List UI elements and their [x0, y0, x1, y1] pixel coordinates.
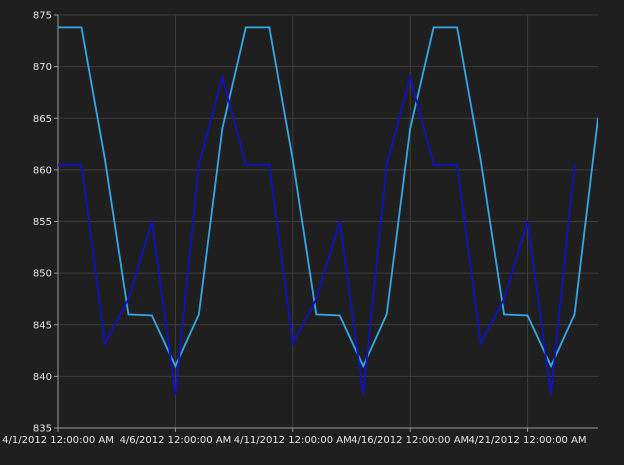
series-1-point: [291, 158, 294, 161]
series-2-point: [409, 76, 412, 78]
y-tick-label: 845: [33, 320, 52, 331]
series-1-point: [362, 365, 365, 367]
series-1-point: [503, 313, 505, 316]
x-tick-label: 4/6/2012 12:00:00 AM: [120, 435, 232, 446]
series-1-point: [58, 26, 59, 29]
series-line-2: [58, 73, 576, 395]
series-1-point: [479, 158, 482, 161]
x-tick-label: 4/11/2012 12:00:00 AM: [234, 435, 352, 446]
series-1-point: [268, 26, 271, 29]
series-2-point: [362, 393, 365, 395]
series-2-point: [127, 298, 130, 300]
series-2-point: [104, 342, 106, 345]
series-2-point: [432, 163, 435, 166]
series-1-point: [409, 127, 412, 130]
series-1-point: [80, 26, 83, 29]
y-tick-label: 860: [33, 165, 52, 176]
x-tick-label: 4/1/2012 12:00:00 AM: [2, 435, 114, 446]
axes: [54, 14, 598, 432]
series-2-point: [526, 220, 529, 223]
series-1-point: [550, 365, 552, 367]
series-1-point: [197, 313, 200, 316]
series-2-point: [58, 163, 59, 166]
series-1-point: [385, 313, 388, 316]
series-1-point: [221, 127, 224, 130]
series-1-point: [456, 26, 459, 29]
series-lines: [58, 26, 598, 395]
series-2-point: [291, 342, 294, 345]
series-2-point: [456, 163, 459, 166]
y-tick-label: 840: [33, 372, 52, 383]
y-tick-label: 850: [33, 269, 52, 280]
series-2-point: [244, 163, 247, 166]
series-1-point: [526, 314, 529, 317]
series-2-point: [197, 163, 200, 166]
series-1-point: [573, 313, 576, 316]
series-1-point: [151, 314, 153, 317]
series-2-point: [338, 220, 341, 223]
series-1-point: [597, 117, 598, 120]
x-tick-label: 4/16/2012 12:00:00 AM: [351, 435, 469, 446]
series-2-point: [550, 393, 552, 395]
series-1-point: [244, 26, 247, 29]
series-1-point: [104, 158, 106, 161]
series-1-point: [174, 365, 177, 367]
series-2-point: [268, 163, 271, 166]
series-2-point: [221, 76, 224, 78]
series-2-point: [503, 298, 505, 300]
y-tick-label: 870: [33, 62, 52, 73]
y-tick-label: 835: [33, 424, 52, 435]
series-2-point: [479, 342, 482, 345]
y-tick-label: 865: [33, 114, 52, 125]
series-2-point: [315, 298, 318, 300]
series-2-point: [151, 220, 153, 223]
y-tick-label: 875: [33, 11, 52, 22]
series-2-point: [80, 163, 83, 166]
series-2-point: [385, 163, 388, 166]
y-tick-label: 855: [33, 217, 52, 228]
grid-lines: [57, 14, 598, 428]
series-1-point: [432, 26, 435, 29]
series-line-1: [58, 26, 598, 369]
x-tick-label: 4/21/2012 12:00:00 AM: [469, 435, 587, 446]
series-1-point: [127, 313, 130, 316]
series-2-point: [174, 393, 177, 395]
series-1-point: [338, 314, 341, 317]
series-2-point: [573, 163, 576, 166]
series-1-point: [315, 313, 318, 316]
tick-labels: 835 840 845 850 855 860 865 870 875 4/1/2012 12:0…: [2, 11, 586, 447]
